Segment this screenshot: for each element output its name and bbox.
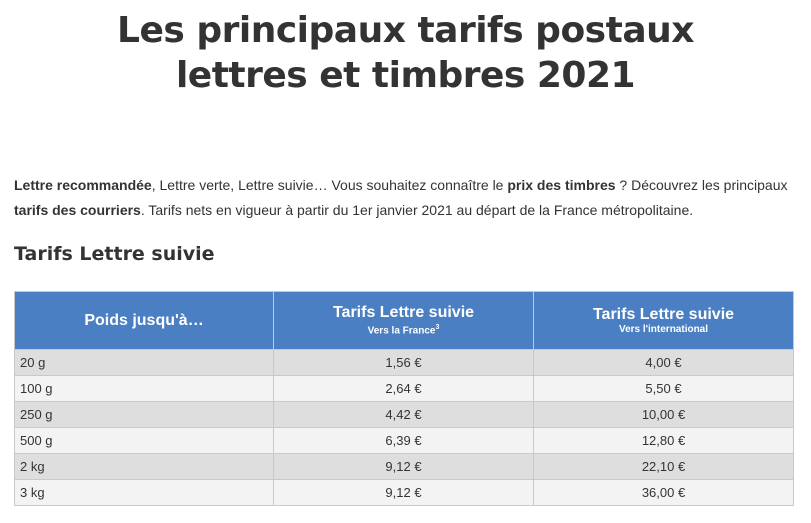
column-header: Tarifs Lettre suivie Vers la France3 [273, 291, 534, 350]
table-cell: 1,56 € [273, 349, 534, 376]
intro-text: , Lettre verte, Lettre suivie… Vous souh… [151, 177, 508, 193]
intro-bold: prix des timbres [507, 177, 616, 193]
table-cell: 100 g [14, 375, 274, 402]
column-sublabel-text: Vers l'international [618, 323, 709, 335]
column-sublabel: Vers l'international [535, 324, 792, 336]
table-cell: 2 kg [14, 453, 274, 480]
table-cell: 500 g [14, 427, 274, 454]
intro: Lettre recommandée, Lettre verte, Lettre… [14, 173, 804, 223]
title-line: lettres et timbres 2021 [175, 55, 636, 96]
table-cell: 4,42 € [273, 401, 534, 428]
column-sublabel-text: Vers la France [367, 325, 436, 337]
table-cell: 9,12 € [273, 453, 534, 480]
header-row: Poids jusqu'à… Tarifs Lettre suivie Vers l… [14, 291, 794, 350]
title: Les principaux tarifs postaux lettres et… [0, 8, 811, 98]
table-cell: 4,00 € [533, 349, 794, 376]
table-cell: 2,64 € [273, 375, 534, 402]
table-cell: 36,00 € [533, 479, 794, 506]
table-row: 500 g 6,39 €12,80 € [14, 427, 794, 454]
footnote-ref: 3 [435, 323, 440, 331]
table-cell: 9,12 € [273, 479, 534, 506]
intro-bold: Lettre recommandée [14, 177, 152, 193]
table-cell: 250 g [14, 401, 274, 428]
intro-text: ? Découvrez les principaux [615, 177, 788, 193]
table-row: 100 g 2,64 €5,50 € [14, 375, 794, 402]
table-cell: 3 kg [14, 479, 274, 506]
section-title: Tarifs Lettre suivie [14, 243, 215, 265]
table-row: 3 kg 9,12 €36,00 € [14, 479, 794, 506]
table-cell: 10,00 € [533, 401, 794, 428]
table-cell: 5,50 € [533, 375, 794, 402]
title-line: Les principaux tarifs postaux [117, 10, 694, 51]
table-cell: 6,39 € [273, 427, 534, 454]
intro-text: . Tarifs nets en vigueur à partir du 1er… [140, 202, 694, 218]
price-table: Poids jusqu'à… Tarifs Lettre suivie Vers l… [14, 291, 794, 506]
table-row: 2 kg 9,12 €22,10 € [14, 453, 794, 480]
table-cell: 12,80 € [533, 427, 794, 454]
column-header: Poids jusqu'à… [14, 291, 274, 350]
table-cell: 22,10 € [533, 453, 794, 480]
table-row: 250 g 4,42 €10,00 € [14, 401, 794, 428]
column-sublabel: Vers la France3 [275, 322, 532, 337]
table-body: 20 g 1,56 €4,00 €100 g 2,64 €5,50 €250 g 4,… [14, 349, 794, 506]
column-header: Tarifs Lettre suivie Vers l'international [533, 291, 794, 350]
table-cell: 20 g [14, 349, 274, 376]
intro-bold: tarifs des courriers [14, 202, 141, 218]
table-row: 20 g 1,56 €4,00 € [14, 349, 794, 376]
column-label: Tarifs Lettre suivie [332, 303, 475, 321]
column-label: Tarifs Lettre suivie [592, 305, 735, 323]
column-label: Poids jusqu'à… [84, 311, 204, 329]
